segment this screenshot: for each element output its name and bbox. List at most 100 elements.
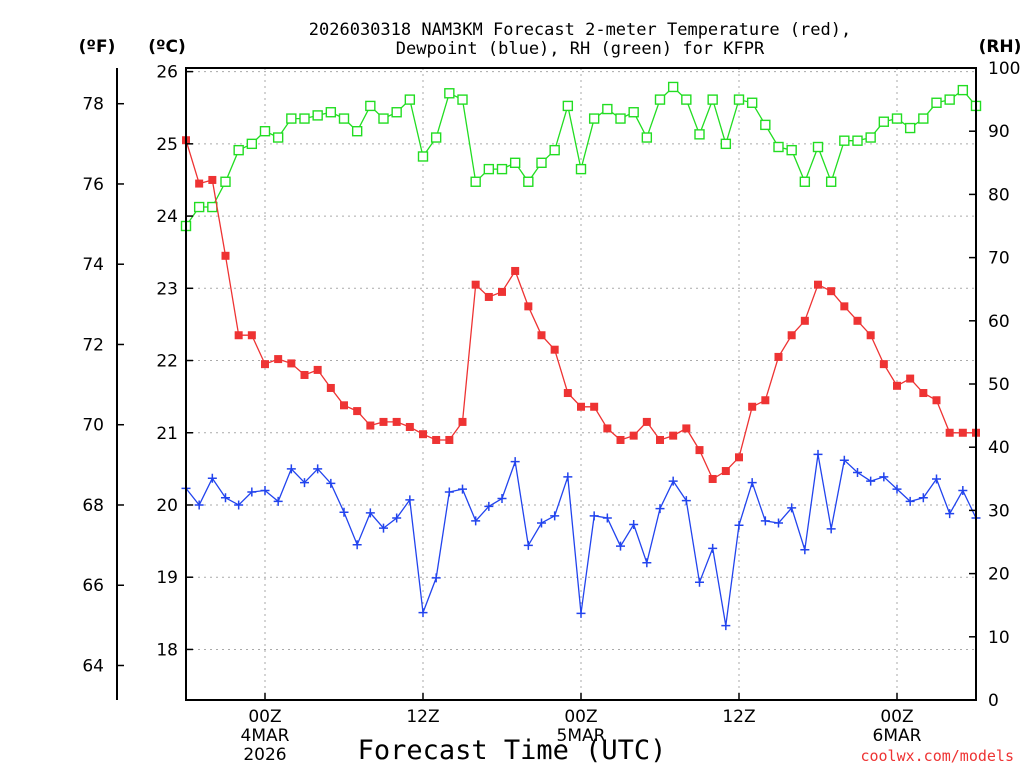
dewpoint-point <box>431 573 441 583</box>
series-layer <box>180 81 982 631</box>
rh-point <box>207 201 218 213</box>
rh-point <box>220 176 231 187</box>
fahrenheit-tick-label: 78 <box>82 95 104 115</box>
temperature-point <box>340 401 348 410</box>
rh-point <box>338 113 350 124</box>
x-tick-label: 12Z <box>406 707 439 727</box>
dewpoint-point <box>260 486 270 496</box>
temperature-point <box>379 417 388 426</box>
temperature-point <box>326 383 335 392</box>
rh-point <box>444 88 455 99</box>
dewpoint-point <box>866 476 876 486</box>
rh-point <box>378 113 389 124</box>
axes-layer: 18 19 20 21 22 23 24 25 26 64 66 68 70 72 74 76 78 0 10 20 3… <box>82 59 1020 765</box>
rh-point <box>865 132 876 143</box>
fahrenheit-tick-label: 66 <box>82 576 104 596</box>
x-tick-label: 00Z <box>880 707 913 727</box>
celsius-tick-label: 19 <box>156 568 178 588</box>
dewpoint-point <box>300 478 309 488</box>
celsius-tick-label: 20 <box>156 496 178 516</box>
dewpoint-point <box>826 524 836 534</box>
dewpoint-point <box>721 621 731 631</box>
dewpoint-point <box>550 511 560 521</box>
rh-point <box>746 97 758 108</box>
rh-tick-label: 60 <box>988 312 1010 332</box>
temperature-point <box>366 421 375 430</box>
dewpoint-point <box>392 513 402 523</box>
temperature-point <box>906 374 915 383</box>
rh-tick-label: 30 <box>988 501 1010 521</box>
fahrenheit-tick-label: 76 <box>82 175 104 195</box>
temperature-point <box>392 417 401 426</box>
dewpoint-point <box>458 484 467 494</box>
rh-point <box>654 94 666 105</box>
fahrenheit-tick-label: 74 <box>82 255 104 275</box>
fahrenheit-tick-label: 70 <box>82 416 104 436</box>
dewpoint-point <box>313 464 323 474</box>
rh-point <box>944 94 955 105</box>
rh-point <box>391 107 402 118</box>
dewpoint-point <box>616 541 625 551</box>
celsius-tick-label: 24 <box>156 207 178 227</box>
dewpoint-point <box>234 500 244 510</box>
temperature-point <box>419 430 427 439</box>
temperature-point <box>274 355 283 364</box>
celsius-tick-label: 25 <box>156 135 178 155</box>
temperature-point <box>234 331 243 340</box>
dewpoint-point <box>510 457 520 467</box>
rh-tick-label: 20 <box>988 565 1010 585</box>
rh-point <box>325 107 337 118</box>
temperature-point <box>498 287 506 296</box>
temperature-point <box>840 302 849 311</box>
temperature-point <box>814 280 822 289</box>
plot-frame <box>185 67 977 701</box>
rh-point <box>272 132 284 143</box>
rh-point <box>641 132 653 143</box>
dewpoint-point <box>839 455 849 465</box>
rh-point <box>351 125 363 137</box>
rh-point <box>562 100 574 112</box>
temperature-point <box>353 407 362 416</box>
temperature-point <box>800 316 809 325</box>
rh-point <box>852 135 863 146</box>
temperature-point <box>300 370 309 379</box>
rh-point <box>575 163 587 175</box>
dewpoint-point <box>918 493 928 503</box>
rh-point <box>588 113 600 124</box>
temperature-point <box>761 396 770 405</box>
dewpoint-point <box>642 558 652 568</box>
credit-label: coolwx.com/models <box>860 747 1014 765</box>
dewpoint-point <box>444 487 454 497</box>
rh-point <box>496 163 508 175</box>
rh-tick-label: 40 <box>988 438 1010 458</box>
dewpoint-point <box>774 518 783 528</box>
rh-point <box>720 138 732 150</box>
celsius-tick-label: 21 <box>156 424 178 444</box>
dewpoint-point <box>497 493 507 503</box>
temperature-point <box>642 417 651 426</box>
temperature-point <box>432 435 441 444</box>
rh-point <box>773 141 784 153</box>
x-date-label: 6MAR <box>873 726 922 746</box>
temperature-point <box>195 179 204 188</box>
rh-point <box>299 113 310 124</box>
x-tick-label: 00Z <box>564 707 597 727</box>
rh-tick-label: 10 <box>988 628 1010 648</box>
fahrenheit-tick-label: 64 <box>82 656 104 676</box>
temperature-point <box>247 331 256 340</box>
rh-point <box>615 113 626 124</box>
dewpoint-point <box>958 486 968 496</box>
rh-point <box>904 122 916 134</box>
temperature-point <box>721 467 730 476</box>
temperature-point <box>484 292 493 301</box>
temperature-point <box>405 422 414 431</box>
dewpoint-point <box>708 543 718 553</box>
temperature-point <box>879 360 888 369</box>
temperature-point <box>669 431 678 440</box>
rh-point <box>707 94 718 105</box>
rh-point <box>457 94 468 105</box>
gridlines <box>186 68 976 700</box>
rh-point <box>286 113 297 124</box>
temperature-point <box>471 280 480 289</box>
dewpoint-point <box>747 478 757 488</box>
